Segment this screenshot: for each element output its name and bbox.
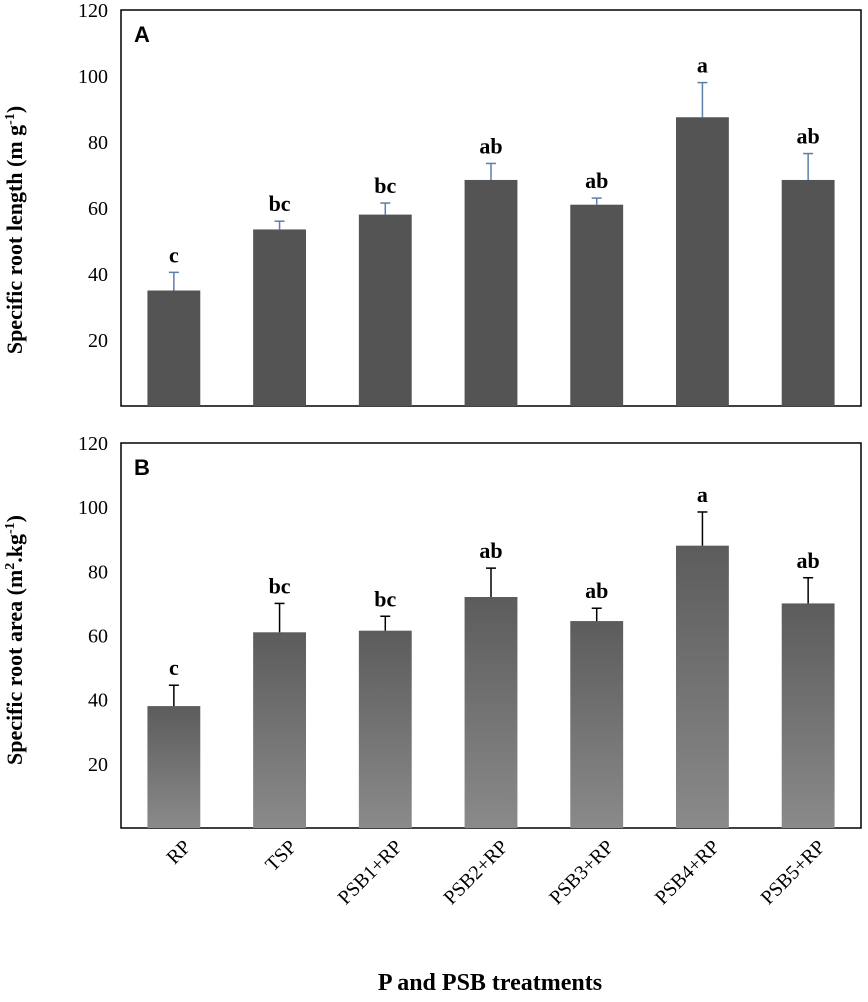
panel-b-y-tick-label-1: 40 bbox=[88, 690, 108, 712]
panel-a-significance-label-0: c bbox=[169, 242, 179, 267]
panel-b-y-label-main: Specific root area (m bbox=[2, 570, 27, 765]
panel-a-letter: A bbox=[134, 22, 150, 47]
panel-a-y-axis-label: Specific root length (m g-1) bbox=[2, 106, 27, 354]
x-category-label-2: PSB1+RP bbox=[334, 836, 407, 909]
panel-b-bar-6 bbox=[781, 603, 835, 828]
panel-a-y-tick-label-1: 40 bbox=[88, 264, 108, 286]
panel-b-y-tick-label-0: 20 bbox=[88, 754, 108, 776]
panel-a-y-tick-label-5: 120 bbox=[78, 0, 108, 22]
panel-b-significance-label-1: bc bbox=[269, 573, 291, 598]
panel-b-significance-label-0: c bbox=[169, 655, 179, 680]
panel-a-y-ticks: 20 40 60 80 100 120 bbox=[78, 0, 108, 352]
x-axis-title: P and PSB treatments bbox=[378, 970, 602, 996]
panel-b-y-label-close: ) bbox=[2, 515, 27, 522]
panel-a-bar-6 bbox=[781, 179, 835, 406]
panel-a-significance-label-2: bc bbox=[374, 173, 396, 198]
panel-a-significance-label-1: bc bbox=[269, 191, 291, 216]
panel-b-bars: c bc bc ab ab a ab bbox=[147, 482, 835, 828]
panel-a-y-label-main: Specific root length (m g bbox=[2, 125, 27, 354]
panel-a-significance-label-6: ab bbox=[797, 124, 820, 149]
panel-b-y-label-sup2: -1 bbox=[3, 522, 18, 534]
panel-b-bar-3 bbox=[464, 597, 518, 828]
panel-a-y-tick-label-4: 100 bbox=[78, 66, 108, 88]
panel-b-significance-label-2: bc bbox=[374, 586, 396, 611]
panel-b-letter: B bbox=[134, 455, 150, 480]
panel-a-y-tick-label-2: 60 bbox=[88, 198, 108, 220]
x-axis-category-labels: RP TSP PSB1+RP PSB2+RP PSB3+RP PSB4+RP PSB5+RP bbox=[163, 836, 830, 909]
panel-b-y-tick-label-2: 60 bbox=[88, 626, 108, 648]
panel-a-bar-4 bbox=[570, 204, 624, 406]
panel-b-bar-5 bbox=[676, 545, 729, 828]
panel-a-y-tick-label-3: 80 bbox=[88, 132, 108, 154]
panel-b-significance-label-6: ab bbox=[797, 548, 820, 573]
panel-b-significance-label-4: ab bbox=[585, 578, 608, 603]
panel-a-significance-label-3: ab bbox=[479, 133, 502, 158]
panel-a-significance-label-5: a bbox=[697, 53, 708, 78]
panel-b-bar-0 bbox=[147, 706, 201, 828]
panel-b-y-label-sup: 2 bbox=[3, 563, 18, 570]
panel-b: B 20 40 60 80 100 120 c bc bc ab ab a ab Specific r… bbox=[2, 433, 862, 829]
x-category-label-4: PSB3+RP bbox=[545, 836, 618, 909]
panel-a-bar-5 bbox=[676, 117, 729, 406]
panel-b-bar-2 bbox=[358, 630, 412, 828]
panel-a: A 20 40 60 80 100 120 c bc bc ab ab a ab Specific r… bbox=[2, 0, 862, 407]
panel-b-bar-4 bbox=[570, 621, 624, 828]
x-category-label-6: PSB5+RP bbox=[757, 836, 830, 909]
x-category-label-5: PSB4+RP bbox=[651, 836, 724, 909]
panel-a-bars: c bc bc ab ab a ab bbox=[147, 53, 835, 406]
panel-b-significance-label-5: a bbox=[697, 482, 708, 507]
panel-b-significance-label-3: ab bbox=[479, 538, 502, 563]
x-category-label-1: TSP bbox=[261, 836, 301, 876]
panel-b-y-tick-label-3: 80 bbox=[88, 561, 108, 583]
panel-b-y-ticks: 20 40 60 80 100 120 bbox=[78, 433, 108, 776]
panel-b-y-tick-label-4: 100 bbox=[78, 497, 108, 519]
panel-a-y-label-end: ) bbox=[2, 106, 27, 113]
panel-a-bar-3 bbox=[464, 179, 518, 406]
x-category-label-3: PSB2+RP bbox=[439, 836, 512, 909]
x-category-label-0: RP bbox=[163, 836, 196, 869]
panel-a-bar-0 bbox=[147, 290, 201, 406]
panel-a-significance-label-4: ab bbox=[585, 168, 608, 193]
panel-b-y-axis-label: Specific root area (m2.kg-1) bbox=[2, 515, 27, 765]
panel-a-y-tick-label-0: 20 bbox=[88, 330, 108, 352]
panel-b-y-tick-label-5: 120 bbox=[78, 433, 108, 455]
panel-b-y-label-mid: .kg bbox=[2, 534, 27, 563]
panel-b-bar-1 bbox=[253, 632, 306, 828]
panel-a-y-label-sup: -1 bbox=[3, 113, 18, 125]
panel-a-bar-1 bbox=[253, 229, 306, 406]
panel-a-bar-2 bbox=[358, 214, 412, 406]
